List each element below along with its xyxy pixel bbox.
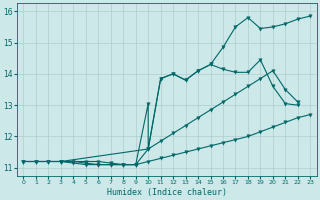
X-axis label: Humidex (Indice chaleur): Humidex (Indice chaleur) [107,188,227,197]
